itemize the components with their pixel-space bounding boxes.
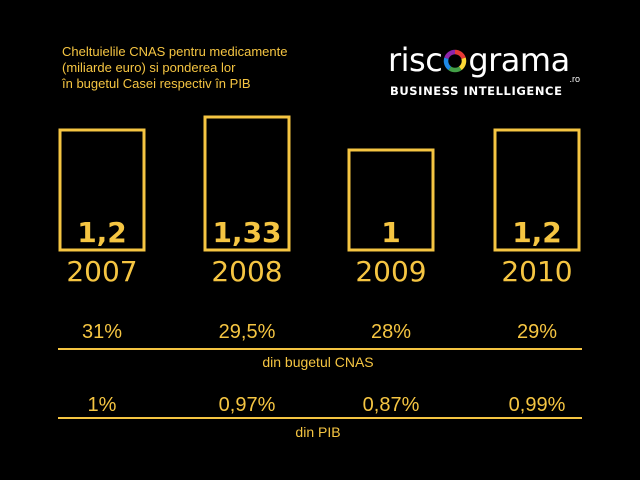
bar-2008: [203, 115, 291, 252]
year-tick-label: 2009: [355, 255, 426, 288]
bar-value-label: 1: [381, 216, 400, 249]
chart-title-line-3: în bugetul Casei respectiv în PIB: [62, 76, 251, 91]
chart-title: Cheltuielile CNAS pentru medicamente (mi…: [62, 44, 362, 92]
ring-segment: [448, 66, 462, 73]
year-tick-label: 2010: [501, 255, 572, 288]
cnas-share-label: din bugetul CNAS: [262, 354, 374, 370]
gdp-share-value: 0,87%: [362, 394, 420, 416]
bar-2009: [347, 148, 435, 252]
riscograma-logo: risc grama .ro BUSINESS INTELLIGENCE: [388, 40, 584, 102]
year-tick-label: 2008: [211, 255, 282, 288]
bar-value-label: 1,2: [77, 216, 127, 249]
logo-wordmark: risc grama: [388, 40, 570, 80]
bar-value-label: 1,2: [512, 216, 562, 249]
cnas-share-value: 28%: [370, 321, 412, 343]
logo-word-right: grama: [468, 41, 570, 79]
cnas-divider: [58, 348, 582, 350]
year-tick-label: 2007: [66, 255, 137, 288]
cnas-share-value: 31%: [81, 321, 123, 343]
logo-tld: .ro: [569, 74, 580, 84]
logo-tagline: BUSINESS INTELLIGENCE: [390, 84, 563, 98]
bar-2010: [493, 128, 581, 252]
gdp-share-value: 0,97%: [218, 394, 276, 416]
ring-segment: [455, 49, 467, 60]
gdp-share-value: 1%: [87, 394, 117, 416]
gdp-divider: [58, 417, 582, 419]
chart-title-line-2: (miliarde euro) si ponderea lor: [62, 60, 236, 75]
cnas-share-value: 29,5%: [218, 321, 276, 343]
bar-chart: 1,2 2007 1,33 2008 1 2009 1,2 2010: [58, 115, 581, 288]
gdp-share-value: 0,99%: [508, 394, 566, 416]
ring-segment: [444, 49, 456, 60]
bar-value-label: 1,33: [212, 216, 281, 249]
ring-segment: [444, 57, 452, 71]
ring-segment: [459, 57, 467, 71]
chart-title-line-1: Cheltuielile CNAS pentru medicamente: [62, 44, 288, 59]
logo-word-left: risc: [388, 41, 443, 79]
gdp-share-label: din PIB: [295, 424, 341, 440]
bar-2007: [58, 128, 146, 252]
cnas-share-value: 29%: [516, 321, 558, 343]
color-ring-icon: [444, 49, 467, 73]
